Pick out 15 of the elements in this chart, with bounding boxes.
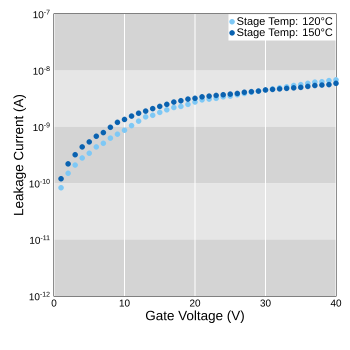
x-tick-label: 20 bbox=[190, 300, 200, 307]
x-tick-label: 40 bbox=[330, 300, 342, 307]
y-tick-label: 10$^{-10}$ bbox=[30, 178, 50, 188]
x-tick-label: 30 bbox=[260, 300, 271, 307]
y-tick-label: 10$^{-12}$ bbox=[30, 292, 50, 300]
legend-label: Stage Temp: 150°C bbox=[237, 28, 332, 38]
x-tick-label: 10 bbox=[120, 300, 130, 307]
y-tick-label: 10$^{-9}$ bbox=[33, 122, 50, 132]
y-tick-label: 10$^{-11}$ bbox=[30, 235, 50, 244]
x-tick-label: 0 bbox=[52, 300, 56, 307]
legend-label: Stage Temp: 120°C bbox=[237, 17, 332, 28]
y-tick-label: 10$^{-8}$ bbox=[33, 66, 50, 75]
x-axis-title: Gate Voltage (V) bbox=[146, 310, 244, 323]
y-tick-label: 10$^{-7}$ bbox=[33, 10, 50, 18]
y-axis-title: Leakage Current (A) bbox=[13, 94, 26, 215]
